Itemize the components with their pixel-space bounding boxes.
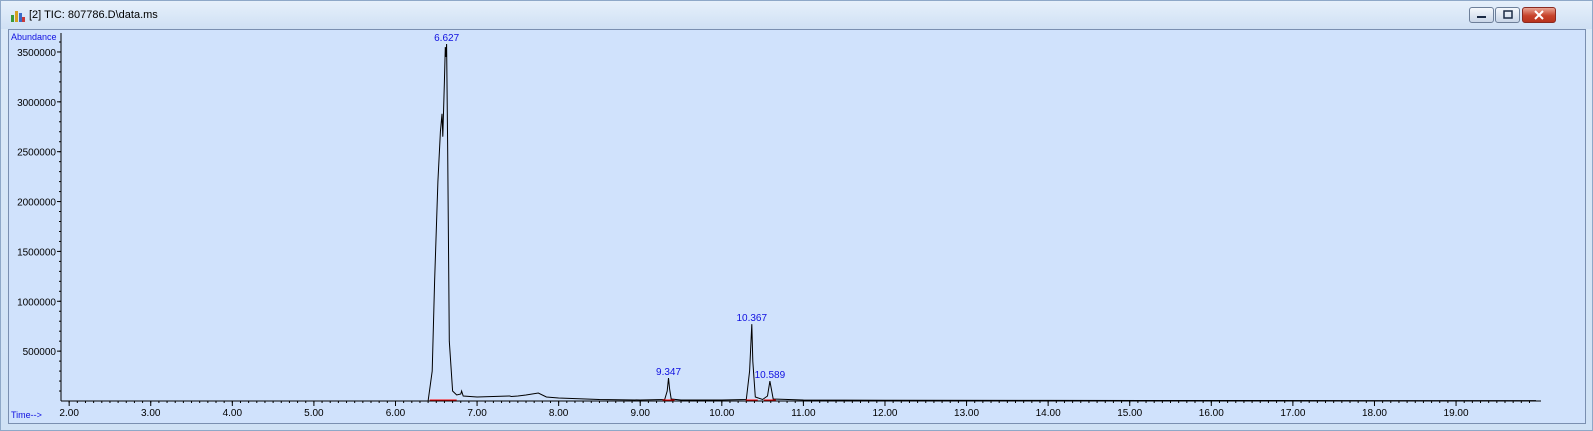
y-tick-label: 2500000 — [17, 148, 56, 159]
tic-trace — [61, 43, 1536, 402]
x-tick-label: 7.00 — [467, 408, 487, 419]
x-tick-label: 14.00 — [1036, 408, 1061, 419]
peak-label: 9.347 — [656, 367, 681, 378]
x-tick-label: 17.00 — [1280, 408, 1305, 419]
close-icon — [1534, 10, 1544, 20]
window-title: [2] TIC: 807786.D\data.ms — [29, 9, 158, 21]
x-tick-label: 10.00 — [709, 408, 734, 419]
y-tick-label: 1500000 — [17, 247, 56, 258]
x-tick-label: 6.00 — [386, 408, 406, 419]
restore-button[interactable] — [1495, 7, 1520, 23]
x-tick-label: 11.00 — [791, 408, 816, 419]
chemstation-icon — [11, 11, 25, 22]
y-tick-label: 3000000 — [17, 98, 56, 109]
x-tick-label: 3.00 — [141, 408, 161, 419]
x-tick-label: 4.00 — [223, 408, 243, 419]
x-tick-label: 9.00 — [630, 408, 650, 419]
peak-label: 10.589 — [755, 370, 786, 381]
x-tick-label: 13.00 — [954, 408, 979, 419]
chromatogram-plot[interactable]: 500000 1000000 1500000 2000000 2500000 300000… — [8, 29, 1586, 424]
tic-chart[interactable]: 500000 1000000 1500000 2000000 2500000 300000… — [9, 30, 1585, 423]
y-axis-label: Abundance — [11, 32, 57, 42]
y-tick-label: 1000000 — [17, 297, 56, 308]
x-tick-label: 12.00 — [872, 408, 897, 419]
x-tick-label: 8.00 — [549, 408, 569, 419]
minimize-button[interactable] — [1469, 7, 1494, 23]
peak-label: 6.627 — [434, 33, 459, 44]
x-tick-label: 2.00 — [59, 408, 79, 419]
x-tick-label: 16.00 — [1199, 408, 1224, 419]
y-tick-label: 3500000 — [17, 48, 56, 59]
restore-icon — [1503, 10, 1513, 19]
title-bar[interactable]: [2] TIC: 807786.D\data.ms — [1, 1, 1592, 29]
x-tick-label: 15.00 — [1117, 408, 1142, 419]
x-tick-label: 5.00 — [304, 408, 324, 419]
close-button[interactable] — [1522, 7, 1556, 23]
y-tick-label: 500000 — [23, 347, 57, 358]
y-tick-label: 2000000 — [17, 198, 56, 209]
x-axis-label: Time--> — [11, 410, 42, 420]
x-tick-label: 19.00 — [1444, 408, 1469, 419]
minimize-icon — [1477, 16, 1486, 18]
x-tick-label: 18.00 — [1362, 408, 1387, 419]
peak-label: 10.367 — [736, 313, 767, 324]
